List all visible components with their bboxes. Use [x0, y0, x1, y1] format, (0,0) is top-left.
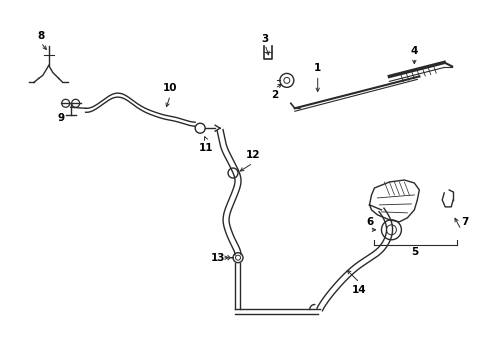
- Text: 5: 5: [410, 247, 417, 257]
- Text: 8: 8: [37, 31, 44, 41]
- Text: 2: 2: [271, 90, 278, 100]
- Text: 10: 10: [163, 84, 177, 93]
- Text: 3: 3: [261, 33, 268, 44]
- Text: 14: 14: [351, 284, 366, 294]
- Text: 12: 12: [245, 150, 260, 160]
- Text: 6: 6: [365, 217, 372, 227]
- Text: 13: 13: [210, 253, 225, 263]
- Text: 4: 4: [410, 45, 417, 55]
- Text: 9: 9: [57, 113, 64, 123]
- Text: 7: 7: [461, 217, 468, 227]
- Text: 1: 1: [313, 63, 321, 73]
- Text: 11: 11: [199, 143, 213, 153]
